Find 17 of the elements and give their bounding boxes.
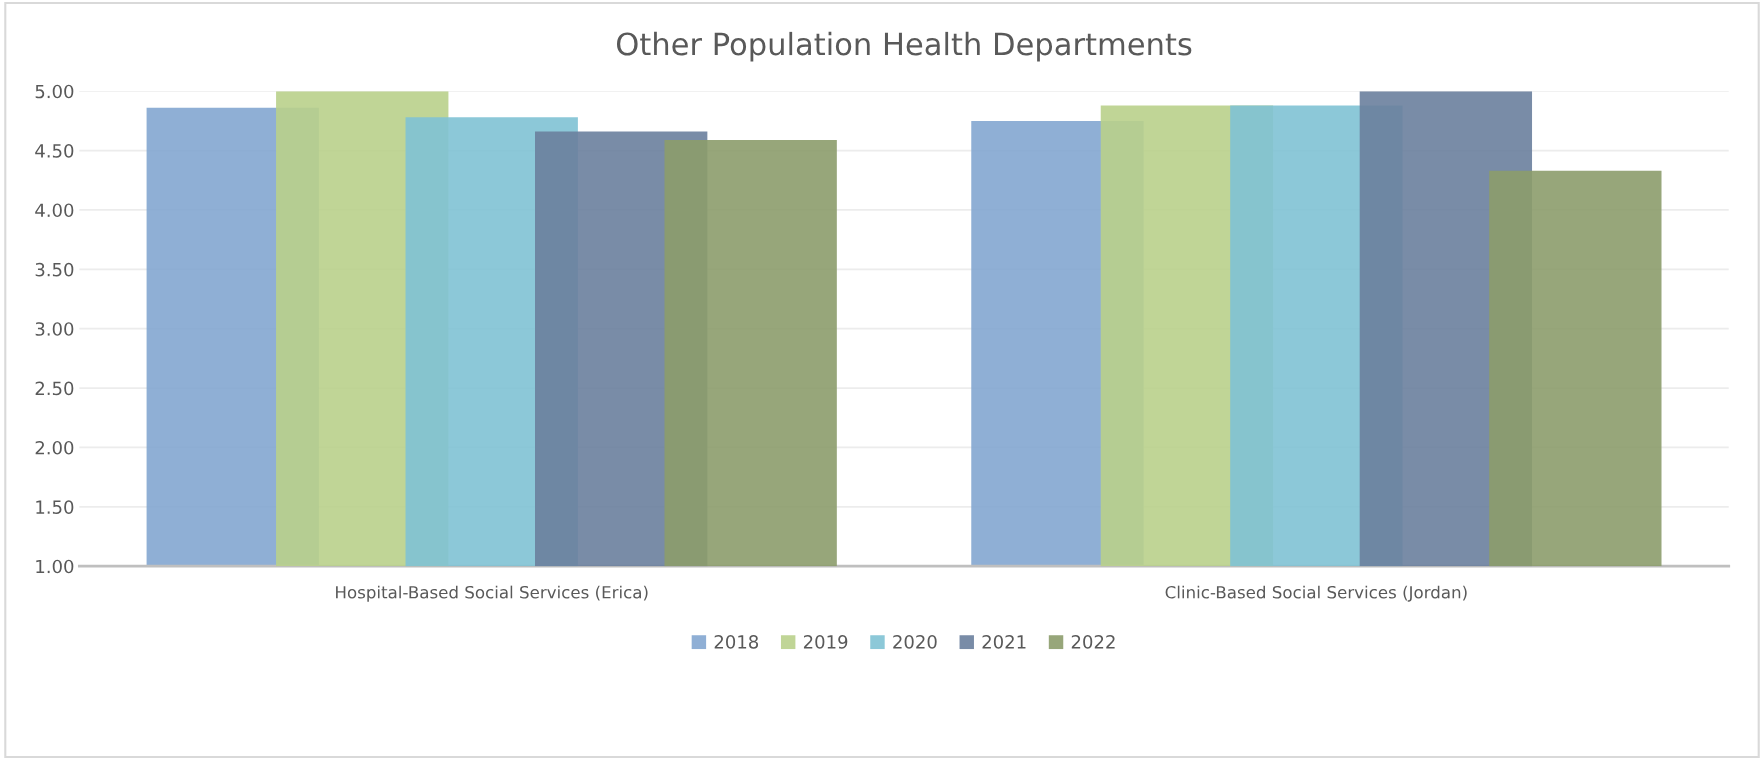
y-tick-label: 5.00 xyxy=(35,84,74,99)
y-tick-label: 4.50 xyxy=(35,144,74,158)
legend-label: 2018 xyxy=(714,635,759,649)
chart-title: Other Population Health Departments xyxy=(616,31,1192,62)
y-tick-label: 2.50 xyxy=(35,381,74,396)
y-tick-label: 2.00 xyxy=(35,440,74,455)
y-tick-label: 3.50 xyxy=(35,262,74,277)
legend-label: 2022 xyxy=(1071,635,1115,649)
x-tick-label: Clinic-Based Social Services (Jordan) xyxy=(1165,585,1467,602)
y-tick-label: 1.00 xyxy=(36,559,74,574)
y-tick-label: 1.50 xyxy=(36,500,74,514)
x-tick-label: Hospital-Based Social Services (Erica) xyxy=(336,585,648,602)
legend-label: 2019 xyxy=(803,635,848,649)
y-tick-label: 3.00 xyxy=(35,322,74,336)
legend-label: 2021 xyxy=(982,635,1026,649)
legend-label: 2020 xyxy=(893,635,937,649)
y-tick-label: 4.00 xyxy=(35,203,74,218)
